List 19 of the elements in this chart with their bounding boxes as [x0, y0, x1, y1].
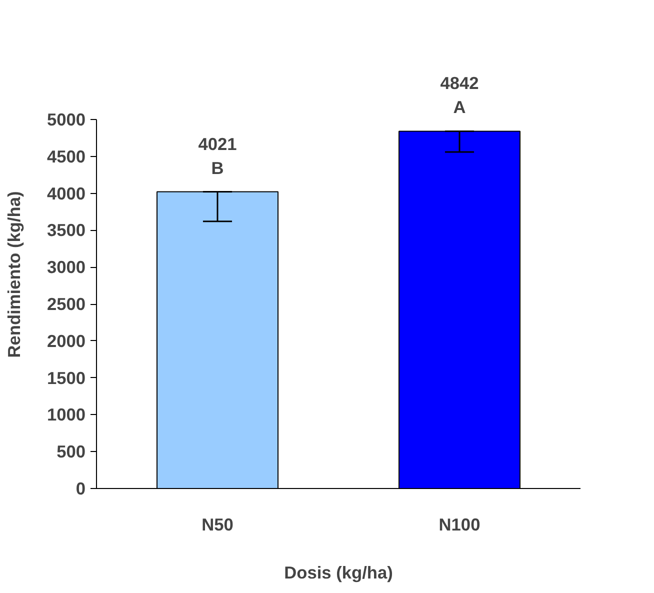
annotation: A	[453, 97, 466, 118]
y-tick-label: 3500	[46, 220, 86, 240]
data-label: 4842	[440, 73, 479, 94]
y-tick-label: 4500	[46, 146, 86, 166]
annotation: B	[211, 158, 224, 178]
y-tick-label: 2500	[46, 294, 86, 314]
y-tick-label: 1500	[46, 368, 86, 388]
y-tick-label: 5000	[46, 110, 86, 130]
y-tick-label: 0	[76, 478, 86, 498]
y-tick-label: 500	[56, 442, 86, 462]
x-axis-title: Dosis (kg/ha)	[284, 562, 393, 582]
y-axis-title: Rendimiento (kg/ha)	[4, 191, 24, 358]
y-tick-label: 1000	[46, 404, 86, 425]
y-tick-label: 3000	[46, 257, 86, 278]
x-tick-label: N50	[202, 514, 234, 534]
data-label: 4021	[198, 134, 238, 154]
y-tick-label: 4000	[46, 183, 86, 204]
x-tick-label: N100	[438, 514, 480, 534]
y-tick-label: 2000	[46, 330, 86, 351]
